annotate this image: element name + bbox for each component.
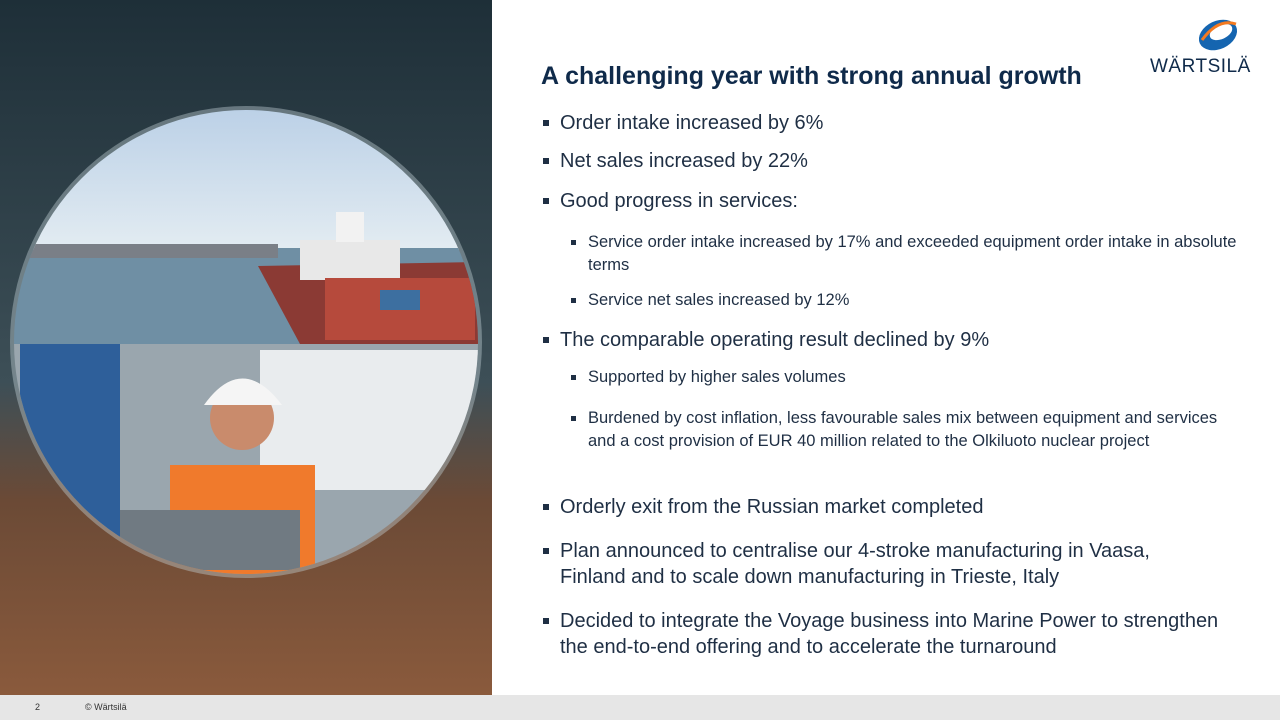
bullet: Order intake increased by 6%: [541, 110, 1220, 136]
sub-bullet: Burdened by cost inflation, less favoura…: [569, 407, 1248, 453]
bullet: Plan announced to centralise our 4-strok…: [541, 538, 1220, 590]
page-number: 2: [35, 702, 41, 712]
slide-title: A challenging year with strong annual gr…: [541, 62, 1082, 90]
sub-bullet: Service order intake increased by 17% an…: [569, 231, 1248, 277]
footer: 2 © Wärtsilä: [0, 695, 1280, 720]
bullet: The comparable operating result declined…: [541, 327, 1220, 353]
sub-bullet: Service net sales increased by 12%: [569, 289, 1248, 312]
photo-panel: [0, 0, 492, 695]
copyright: © Wärtsilä: [85, 702, 127, 712]
logo-mark: [1198, 19, 1238, 51]
bullet: Good progress in services:: [541, 188, 1220, 214]
bullet: Net sales increased by 22%: [541, 148, 1220, 174]
bullet: Orderly exit from the Russian market com…: [541, 494, 1220, 520]
bullet: Decided to integrate the Voyage business…: [541, 608, 1220, 660]
logo-text: WÄRTSILÄ: [1150, 56, 1251, 77]
sub-bullet: Supported by higher sales volumes: [569, 366, 1248, 389]
